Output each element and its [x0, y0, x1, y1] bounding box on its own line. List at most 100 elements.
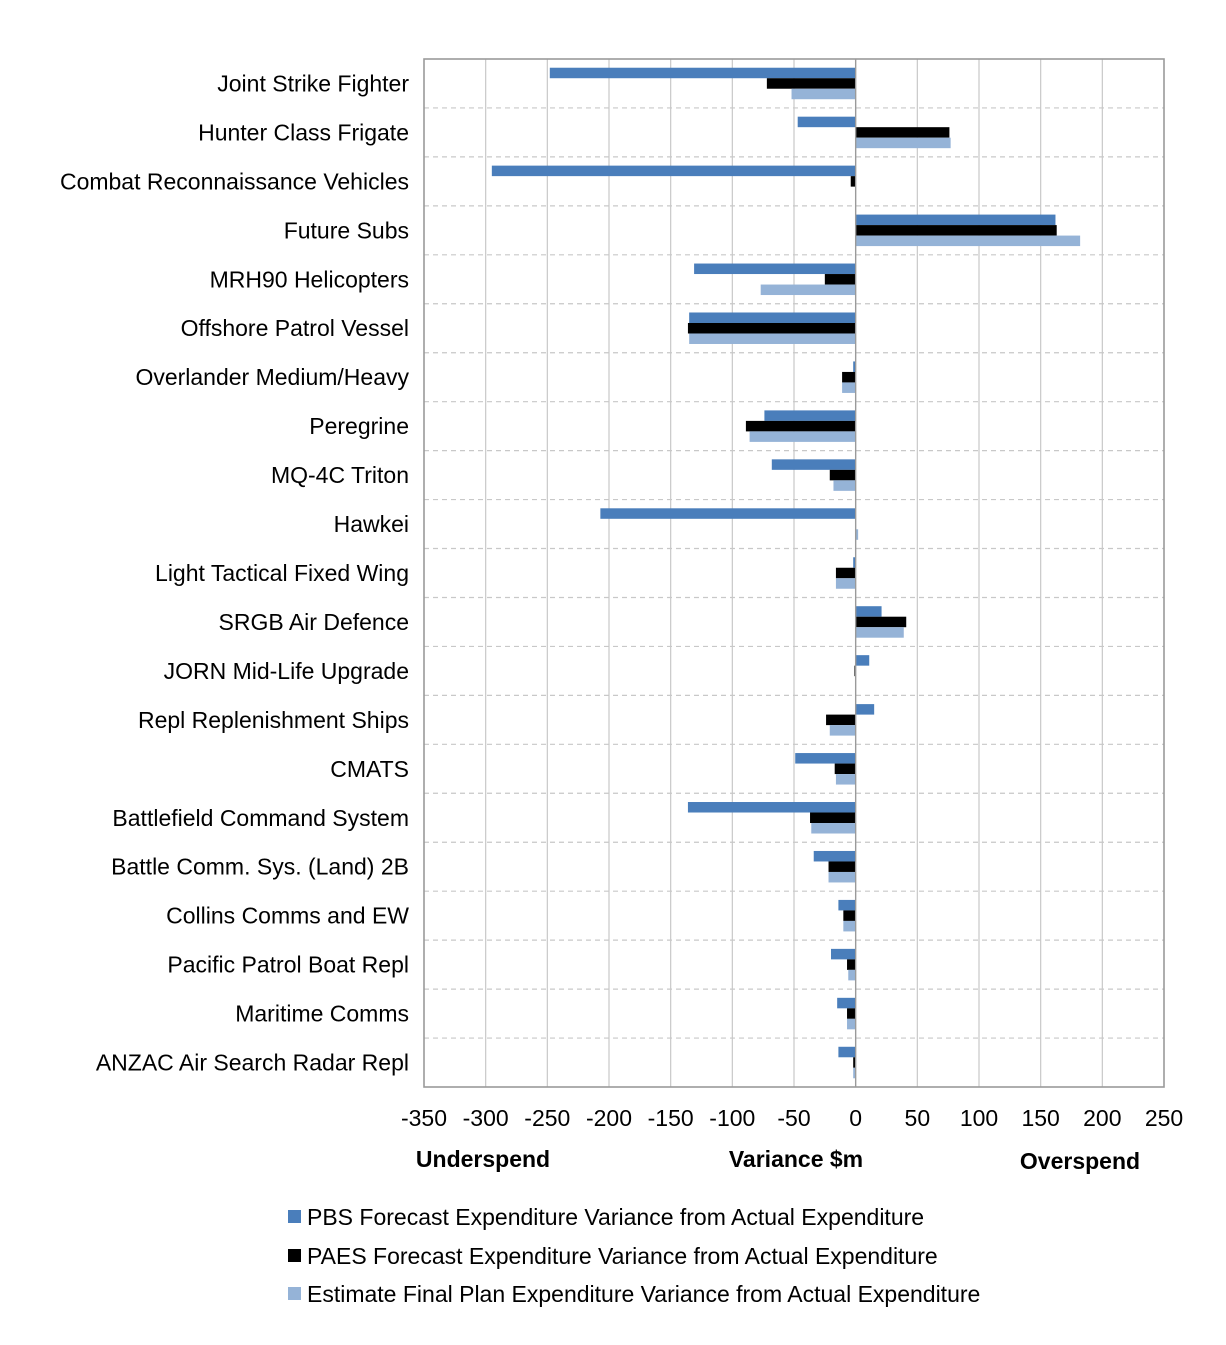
x-tick-label: 250 — [1145, 1105, 1183, 1131]
bar-paes-5 — [687, 322, 856, 334]
bar-final-plan-17 — [843, 920, 856, 932]
category-label: Repl Replenishment Ships — [138, 707, 409, 733]
bar-paes-4 — [824, 274, 856, 285]
legend-swatch-final-plan — [288, 1287, 301, 1300]
bar-final-plan-1 — [855, 137, 951, 149]
category-label: Collins Comms and EW — [166, 903, 409, 929]
legend-swatch-paes — [288, 1249, 301, 1262]
bar-final-plan-4 — [760, 284, 856, 296]
category-label: Hawkei — [334, 511, 409, 537]
x-tick-label: 150 — [1021, 1105, 1059, 1131]
x-tick-label: 50 — [905, 1105, 931, 1131]
x-tick-label: 0 — [849, 1105, 862, 1131]
bar-paes-19 — [847, 1008, 856, 1019]
bar-pbs-13 — [855, 704, 875, 715]
bar-paes-7 — [745, 420, 856, 432]
category-label: MRH90 Helicopters — [210, 266, 409, 292]
bar-final-plan-15 — [811, 823, 856, 834]
category-label: Light Tactical Fixed Wing — [155, 560, 409, 586]
x-tick-label: -100 — [709, 1105, 755, 1131]
category-label: JORN Mid-Life Upgrade — [164, 658, 409, 684]
x-tick-label: -350 — [401, 1105, 447, 1131]
bar-paes-2 — [850, 176, 856, 187]
category-label: Hunter Class Frigate — [198, 119, 409, 145]
category-label: CMATS — [330, 756, 409, 782]
bar-final-plan-0 — [791, 88, 856, 100]
x-tick-label: -250 — [524, 1105, 570, 1131]
category-label: Offshore Patrol Vessel — [181, 315, 409, 341]
bar-pbs-4 — [694, 263, 856, 275]
category-label: Pacific Patrol Boat Repl — [167, 952, 409, 978]
x-tick-label: 200 — [1083, 1105, 1121, 1131]
category-label: MQ-4C Triton — [271, 462, 409, 488]
legend-label-paes: PAES Forecast Expenditure Variance from … — [307, 1243, 938, 1269]
bar-paes-0 — [766, 78, 856, 89]
bar-layer — [491, 67, 1081, 1079]
bar-final-plan-14 — [835, 774, 856, 785]
bar-paes-6 — [842, 371, 856, 383]
category-label: ANZAC Air Search Radar Repl — [96, 1050, 409, 1076]
category-label: Combat Reconnaissance Vehicles — [60, 168, 409, 194]
bar-pbs-8 — [771, 459, 856, 470]
bar-pbs-0 — [549, 67, 856, 79]
bar-paes-17 — [843, 910, 856, 921]
bar-final-plan-11 — [855, 627, 904, 638]
bar-pbs-19 — [837, 997, 856, 1009]
x-tick-labels: -350 -300 -250 -200 -150 -100 -50 0 50 100 150 200 2… — [401, 1105, 1183, 1131]
bar-pbs-18 — [831, 948, 856, 960]
bar-pbs-14 — [795, 753, 856, 764]
bar-pbs-3 — [855, 214, 1056, 226]
legend: PBS Forecast Expenditure Variance from A… — [288, 1204, 980, 1307]
bar-pbs-2 — [491, 165, 856, 177]
bar-pbs-10 — [853, 557, 856, 568]
bar-pbs-6 — [853, 361, 856, 372]
bar-pbs-9 — [600, 508, 856, 519]
bar-pbs-11 — [855, 606, 882, 617]
bar-pbs-5 — [689, 312, 856, 323]
bar-pbs-12 — [855, 655, 870, 666]
category-label: Future Subs — [284, 217, 409, 243]
bar-final-plan-5 — [689, 333, 856, 344]
bar-final-plan-19 — [847, 1018, 856, 1030]
bar-final-plan-8 — [833, 480, 856, 491]
legend-swatch-pbs — [288, 1210, 301, 1223]
x-tick-label: -200 — [586, 1105, 632, 1131]
bar-paes-3 — [855, 225, 1057, 236]
bar-pbs-1 — [797, 116, 856, 128]
grid-layer — [424, 59, 1164, 1087]
category-label: Peregrine — [309, 413, 409, 439]
bar-final-plan-13 — [829, 725, 856, 736]
category-label: Maritime Comms — [235, 1001, 409, 1027]
bar-final-plan-10 — [835, 578, 856, 589]
bar-paes-11 — [855, 616, 907, 628]
underspend-label: Underspend — [416, 1146, 550, 1172]
bar-final-plan-6 — [842, 382, 856, 393]
bar-paes-18 — [847, 959, 856, 970]
bar-final-plan-16 — [828, 871, 856, 883]
category-label: Joint Strike Fighter — [217, 70, 409, 96]
bar-pbs-7 — [764, 410, 856, 421]
bar-final-plan-18 — [848, 969, 856, 981]
bar-final-plan-3 — [855, 235, 1081, 247]
plot-frame — [423, 58, 1165, 1088]
bar-paes-13 — [826, 714, 856, 726]
bar-paes-8 — [829, 469, 856, 481]
bar-paes-10 — [835, 567, 856, 579]
bar-paes-20 — [853, 1057, 856, 1068]
x-tick-label: 100 — [960, 1105, 998, 1131]
x-tick-label: -50 — [777, 1105, 810, 1131]
bar-paes-14 — [834, 763, 856, 775]
bar-paes-1 — [855, 127, 950, 138]
bar-pbs-20 — [838, 1046, 856, 1058]
legend-label-pbs: PBS Forecast Expenditure Variance from A… — [307, 1204, 924, 1230]
category-label: Battle Comm. Sys. (Land) 2B — [111, 854, 409, 880]
bar-pbs-17 — [838, 899, 856, 911]
bar-final-plan-20 — [853, 1067, 856, 1079]
category-labels: Joint Strike Fighter Hunter Class Frigate… — [60, 70, 410, 1075]
bar-pbs-15 — [687, 802, 856, 813]
bar-paes-16 — [828, 861, 856, 872]
bar-final-plan-9 — [855, 529, 859, 540]
x-axis-title: Variance $m — [729, 1146, 863, 1172]
